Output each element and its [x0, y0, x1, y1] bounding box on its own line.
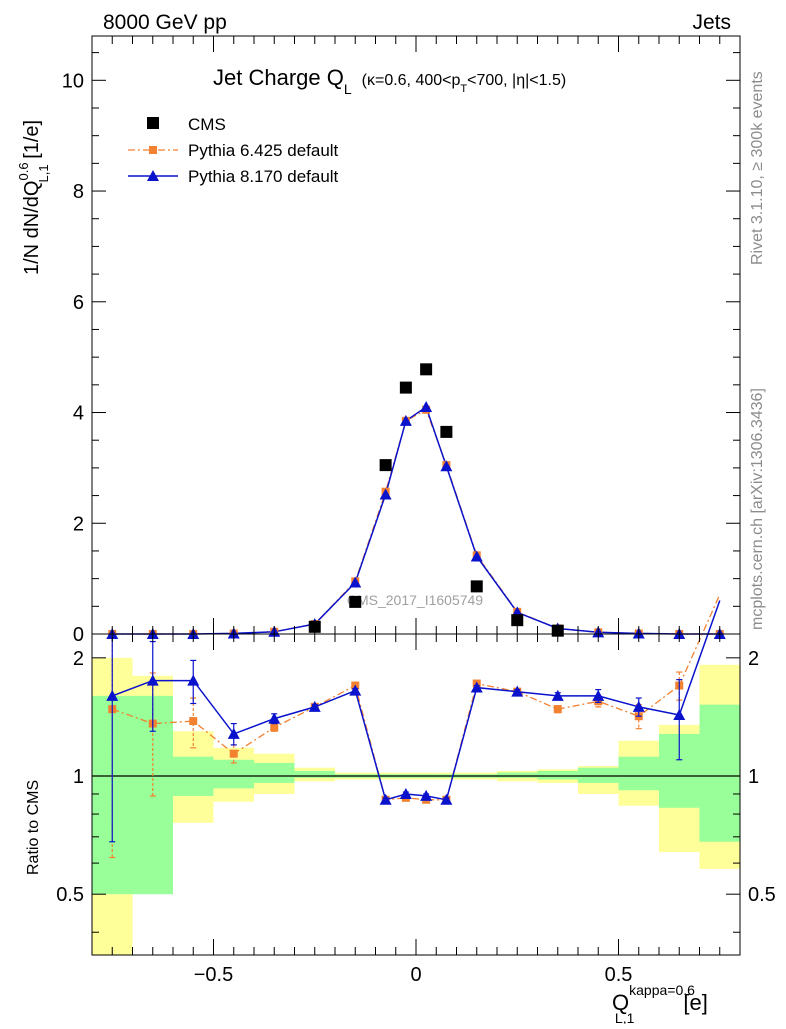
main-y-tick-label: 4	[73, 403, 84, 425]
legend: CMS Pythia 6.425 default Pythia 8.170 de…	[128, 115, 339, 186]
pythia8-ratio-point	[511, 685, 524, 697]
pythia8-ratio-point	[106, 689, 119, 701]
cms-data-point	[399, 381, 412, 394]
ratio-y-tick-label: 0.5	[56, 884, 84, 906]
x-axis-label: Qkappa=0.6 L,1[e]	[612, 982, 708, 1024]
pythia8-ratio-point	[187, 674, 200, 686]
energy-label: 8000 GeV pp	[103, 11, 227, 34]
pythia8-point	[470, 550, 483, 562]
category-label: Jets	[692, 11, 731, 34]
plot-title: Jet Charge QL (κ=0.6, 400<pT<700, |η|<1.5…	[213, 65, 566, 97]
pythia8-ratio-point	[308, 700, 321, 712]
ratio-uncertainty-bands	[92, 657, 740, 955]
pythia8-ratio-point	[420, 789, 433, 801]
legend-label-pythia6: Pythia 6.425 default	[188, 141, 339, 160]
pythia8-ratio-point	[440, 793, 453, 805]
pythia8-ratio-point	[551, 689, 564, 701]
ratio-y-tick-label-right: 1	[748, 766, 759, 788]
analysis-watermark: CMS_2017_I1605749	[347, 592, 483, 608]
pythia8-ratio-point	[592, 689, 605, 701]
legend-label-cms: CMS	[188, 115, 226, 134]
legend-marker-pythia6	[149, 146, 157, 154]
ratio-panel-marks	[106, 594, 721, 859]
pythia8-ratio-point	[146, 674, 159, 686]
pythia8-ratio-point	[379, 793, 392, 805]
pythia8-ratio-point	[673, 709, 686, 721]
pythia6-ratio-point	[229, 749, 238, 758]
pythia8-ratio-point	[227, 727, 240, 739]
pythia8-point	[379, 488, 392, 500]
legend-label-pythia8: Pythia 8.170 default	[188, 167, 339, 186]
ratio-band-green-bin	[699, 704, 740, 842]
ratio-x-tick-label: 0	[410, 964, 421, 986]
ratio-band-green-bin	[497, 772, 538, 778]
pythia6-ratio-point	[553, 705, 562, 714]
ratio-x-tick-label: −0.5	[194, 964, 233, 986]
pythia8-ratio-point	[268, 712, 281, 724]
ratio-y-axis-label: Ratio to CMS	[25, 780, 42, 875]
cms-data-point	[440, 425, 453, 438]
cms-data-point	[349, 595, 362, 608]
legend-marker-pythia8	[147, 170, 159, 181]
ratio-y-tick-label-right: 0.5	[748, 884, 776, 906]
pythia6-ratio-point	[270, 723, 279, 732]
main-y-tick-label: 8	[73, 181, 84, 203]
pythia8-ratio-line	[112, 600, 721, 801]
main-y-tick-label: 0	[73, 624, 84, 646]
cms-data-point	[470, 580, 483, 593]
pythia8-point	[399, 414, 412, 426]
ratio-x-tick-label: 0.5	[605, 964, 633, 986]
ratio-band-green-bin	[254, 762, 295, 783]
main-y-axis-label: 1/N dN/dQ0.6 L,1 [1/e]	[16, 120, 51, 275]
pythia6-ratio-point	[189, 717, 198, 726]
pythia8-point	[349, 576, 362, 588]
pythia8-point	[420, 400, 433, 412]
ratio-y-tick-label: 2	[73, 648, 84, 670]
pythia8-ratio-point	[399, 787, 412, 799]
ratio-band-green-bin	[294, 770, 335, 778]
ratio-band-green-bin	[537, 770, 578, 780]
pythia8-point	[440, 460, 453, 472]
ratio-y-tick-label-right: 2	[748, 648, 759, 670]
legend-marker-cms	[147, 117, 159, 129]
rivet-side-label: Rivet 3.1.10, ≥ 300k events	[749, 71, 766, 265]
ratio-band-green-bin	[213, 759, 254, 789]
cms-data-point	[420, 363, 433, 376]
pythia8-ratio-point	[632, 700, 645, 712]
cms-data-point	[511, 614, 524, 627]
pythia6-ratio-line	[112, 594, 721, 801]
main-y-tick-label: 2	[73, 513, 84, 535]
mcplots-side-label: mcplots.cern.ch [arXiv:1306.3436]	[749, 388, 766, 630]
ratio-y-tick-label: 1	[73, 766, 84, 788]
ratio-band-green-bin	[618, 756, 659, 791]
pythia8-ratio-point	[349, 684, 362, 696]
main-y-tick-label: 10	[62, 70, 84, 92]
cms-data-point	[379, 459, 392, 472]
main-y-tick-label: 6	[73, 292, 84, 314]
pythia8-ratio-point	[470, 681, 483, 693]
ratio-band-green-bin	[578, 767, 619, 783]
